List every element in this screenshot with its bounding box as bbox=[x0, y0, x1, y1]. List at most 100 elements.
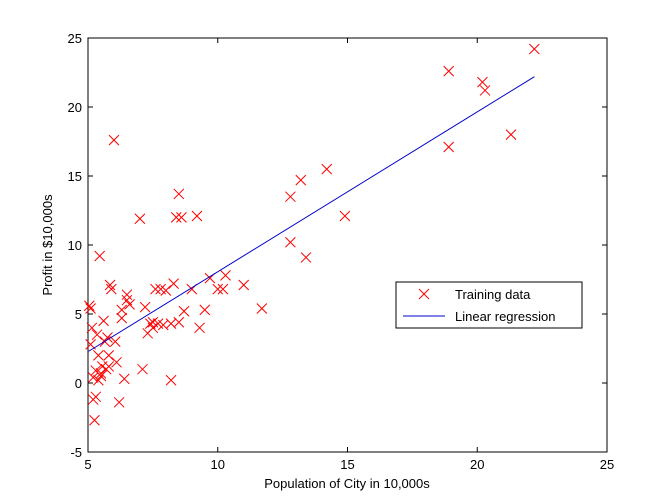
data-point bbox=[295, 174, 307, 186]
data-point-stroke bbox=[91, 329, 103, 341]
legend-label-training: Training data bbox=[455, 287, 531, 302]
plot-area bbox=[87, 37, 608, 453]
x-tick-label: 10 bbox=[211, 457, 225, 472]
data-point bbox=[93, 350, 104, 361]
data-point bbox=[443, 65, 455, 77]
y-tick-label: 15 bbox=[68, 169, 82, 184]
data-point-stroke bbox=[108, 134, 120, 146]
data-point-stroke bbox=[95, 367, 107, 379]
legend-marker-stroke bbox=[418, 288, 430, 300]
data-point bbox=[199, 304, 211, 316]
legend-marker-training bbox=[418, 288, 430, 300]
data-point-stroke bbox=[116, 312, 128, 324]
data-point-stroke bbox=[83, 300, 95, 312]
data-point bbox=[479, 85, 491, 96]
y-tick-label: 10 bbox=[68, 238, 82, 253]
data-point-stroke bbox=[150, 283, 161, 295]
data-point bbox=[220, 270, 231, 281]
data-point-stroke bbox=[93, 374, 104, 386]
data-point-stroke bbox=[479, 85, 491, 96]
legend-label-regression: Linear regression bbox=[455, 309, 555, 324]
data-point bbox=[165, 374, 177, 386]
data-point-stroke bbox=[103, 350, 115, 361]
data-point bbox=[94, 250, 106, 262]
data-point-stroke bbox=[285, 191, 296, 203]
data-point bbox=[178, 305, 190, 317]
data-point bbox=[102, 332, 113, 343]
data-point bbox=[505, 129, 517, 140]
data-point bbox=[170, 212, 182, 223]
data-point bbox=[86, 322, 98, 334]
data-point bbox=[173, 188, 185, 200]
data-point bbox=[85, 303, 96, 314]
data-point-stroke bbox=[168, 278, 179, 289]
data-point-stroke bbox=[295, 174, 307, 186]
data-point-stroke bbox=[104, 279, 116, 291]
data-point-stroke bbox=[85, 339, 96, 350]
data-point-stroke bbox=[173, 188, 185, 200]
axis-ticks: 5 10 15 20 25 -5 0 5 10 15 20 25 bbox=[68, 31, 615, 472]
data-point-stroke bbox=[86, 322, 98, 334]
data-point-stroke bbox=[173, 316, 185, 328]
data-point-stroke bbox=[111, 356, 122, 368]
data-point-stroke bbox=[194, 322, 205, 334]
data-point-stroke bbox=[121, 294, 133, 306]
x-axis-title: Population of City in 10,000s bbox=[264, 476, 430, 491]
data-point bbox=[137, 363, 148, 375]
data-point-stroke bbox=[212, 283, 224, 295]
data-point bbox=[95, 367, 107, 379]
y-tick-label: 20 bbox=[68, 100, 82, 115]
data-point-stroke bbox=[165, 374, 177, 386]
data-point-stroke bbox=[191, 210, 203, 222]
y-axis-title: Profit in $10,000s bbox=[40, 194, 55, 296]
data-point bbox=[443, 141, 455, 153]
data-point-stroke bbox=[103, 361, 115, 372]
data-point-stroke bbox=[98, 315, 109, 327]
data-point bbox=[90, 365, 102, 376]
data-point-stroke bbox=[90, 365, 102, 376]
data-point-stroke bbox=[443, 141, 455, 153]
data-point bbox=[339, 210, 351, 222]
data-point-stroke bbox=[443, 65, 455, 77]
data-point-stroke bbox=[87, 394, 99, 405]
data-point bbox=[116, 304, 128, 316]
data-point-stroke bbox=[160, 285, 172, 296]
data-point-stroke bbox=[528, 43, 540, 55]
data-point bbox=[87, 394, 99, 405]
data-point bbox=[173, 316, 185, 328]
data-point bbox=[98, 315, 109, 327]
data-point-stroke bbox=[477, 76, 488, 88]
data-point-stroke bbox=[93, 350, 104, 361]
data-point bbox=[139, 301, 151, 313]
data-point-stroke bbox=[217, 283, 229, 295]
legend-box bbox=[395, 281, 583, 329]
data-point-stroke bbox=[505, 129, 517, 140]
data-point-stroke bbox=[199, 304, 211, 316]
data-point-stroke bbox=[157, 319, 169, 331]
y-tick-label: 5 bbox=[75, 307, 82, 322]
data-point-stroke bbox=[256, 303, 268, 314]
data-point-stroke bbox=[124, 298, 135, 310]
data-point-stroke bbox=[238, 279, 250, 291]
data-point-stroke bbox=[176, 212, 187, 223]
data-point-stroke bbox=[106, 283, 117, 295]
data-point bbox=[147, 322, 159, 334]
data-point bbox=[108, 134, 120, 146]
data-point-stroke bbox=[87, 372, 99, 383]
x-tick-label: 15 bbox=[340, 457, 354, 472]
data-point bbox=[194, 322, 205, 334]
legend: Training data Linear regression bbox=[395, 281, 583, 329]
data-point bbox=[528, 43, 540, 55]
data-point-stroke bbox=[147, 316, 159, 328]
data-point bbox=[104, 279, 116, 291]
data-point bbox=[121, 294, 133, 306]
data-point-stroke bbox=[94, 250, 106, 262]
data-point-stroke bbox=[339, 210, 351, 222]
data-point bbox=[113, 396, 125, 408]
data-point bbox=[91, 329, 103, 341]
data-point-stroke bbox=[165, 318, 177, 330]
data-point bbox=[256, 303, 268, 314]
data-point-stroke bbox=[220, 270, 231, 281]
data-point-stroke bbox=[137, 363, 148, 375]
data-point-stroke bbox=[285, 236, 296, 248]
